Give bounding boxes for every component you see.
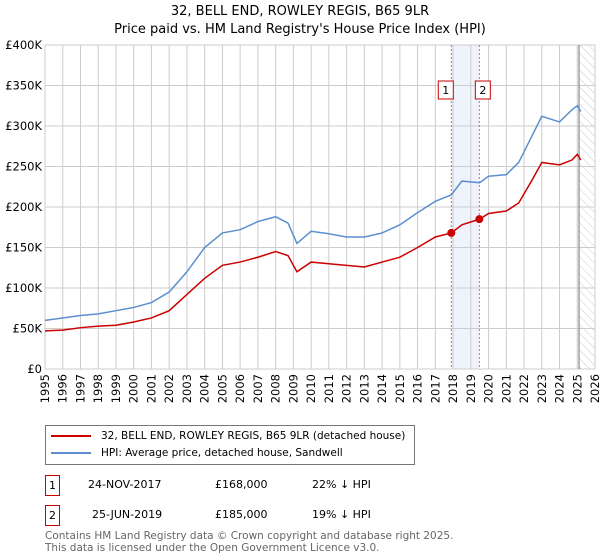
x-tick-label: 2011: [322, 374, 336, 403]
y-tick-label: £100K: [5, 281, 42, 295]
x-tick-label: 2024: [553, 374, 567, 403]
x-tick-label: 2004: [198, 374, 212, 403]
y-tick-label: £200K: [5, 200, 42, 214]
sale-date: 24-NOV-2017: [88, 478, 162, 491]
sale-2-point: [475, 215, 484, 224]
x-tick-label: 2002: [162, 374, 176, 403]
x-tick-label: 2016: [411, 374, 425, 403]
x-tick-label: 2006: [233, 374, 247, 403]
y-tick-label: £400K: [5, 38, 42, 52]
legend-property: 32, BELL END, ROWLEY REGIS, B65 9LR (det…: [101, 430, 406, 442]
x-tick-label: 2021: [499, 374, 513, 403]
x-tick-label: 2001: [144, 374, 158, 403]
y-tick-label: £50K: [13, 322, 43, 336]
sale-row-2: 2 25-JUN-2019 £185,000 19% ↓ HPI: [45, 505, 445, 526]
legend-red-line: [51, 435, 91, 437]
hpi-series-line: [44, 104, 582, 322]
x-tick-label: 2014: [375, 374, 389, 403]
sale-marker-1: 1: [45, 475, 60, 496]
sale-1-label: 1: [442, 84, 449, 97]
sale-hpi-diff: 19% ↓ HPI: [312, 508, 371, 521]
footer-line-2: This data is licensed under the Open Gov…: [45, 542, 380, 554]
legend-hpi: HPI: Average price, detached house, Sand…: [101, 447, 343, 459]
x-tick-label: 2003: [180, 374, 194, 403]
x-tick-label: 2018: [446, 374, 460, 403]
sale-marker-2: 2: [45, 505, 60, 526]
x-tick-label: 2010: [304, 374, 318, 403]
x-tick-label: 2000: [127, 374, 141, 403]
x-tick-label: 2026: [588, 374, 600, 403]
y-tick-label: £350K: [5, 79, 42, 93]
sale-price: £168,000: [215, 478, 268, 491]
chart-subtitle: Price paid vs. HM Land Registry's House …: [114, 22, 486, 37]
footer: Contains HM Land Registry data © Crown c…: [45, 530, 453, 554]
x-tick-label: 2019: [464, 374, 478, 403]
x-tick-label: 2017: [428, 374, 442, 403]
x-tick-label: 1997: [73, 374, 87, 403]
sale-row-1: 1 24-NOV-2017 £168,000 22% ↓ HPI: [45, 475, 445, 496]
chart-title: 32, BELL END, ROWLEY REGIS, B65 9LR: [170, 4, 430, 19]
x-tick-label: 1998: [91, 374, 105, 403]
price-chart: £0 £50K £100K £150K £200K £250K £300K £350K £400…: [5, 38, 600, 403]
y-tick-label: £250K: [5, 160, 42, 174]
sale-date: 25-JUN-2019: [92, 508, 163, 521]
sale-2-label: 2: [479, 84, 486, 97]
sale-hpi-diff: 22% ↓ HPI: [312, 478, 371, 491]
x-tick-label: 1999: [109, 374, 123, 403]
legend: 32, BELL END, ROWLEY REGIS, B65 9LR (det…: [45, 425, 415, 465]
x-tick-label: 2013: [357, 374, 371, 403]
x-tick-label: 2023: [535, 374, 549, 403]
x-tick-label: 2009: [286, 374, 300, 403]
sale-1-label-box: [437, 80, 454, 100]
x-tick-label: 2022: [517, 374, 531, 403]
x-tick-label: 1996: [56, 374, 70, 403]
x-tick-label: 2020: [482, 374, 496, 403]
x-tick-label: 2025: [570, 374, 584, 403]
y-tick-label: £300K: [5, 119, 42, 133]
x-tick-label: 2007: [251, 374, 265, 403]
x-tick-label: 2005: [215, 374, 229, 403]
x-tick-label: 2015: [393, 374, 407, 403]
sale-2-label-box: [474, 80, 491, 100]
x-tick-label: 2008: [269, 374, 283, 403]
sale-price: £185,000: [215, 508, 268, 521]
sale-1-point: [447, 228, 456, 237]
y-tick-label: £0: [27, 362, 42, 376]
x-tick-label: 2012: [340, 374, 354, 403]
legend-blue-line: [51, 452, 91, 454]
footer-line-1: Contains HM Land Registry data © Crown c…: [45, 530, 454, 542]
y-tick-label: £150K: [5, 241, 42, 255]
x-tick-label: 1995: [38, 374, 52, 403]
property-series-line: [44, 153, 582, 332]
